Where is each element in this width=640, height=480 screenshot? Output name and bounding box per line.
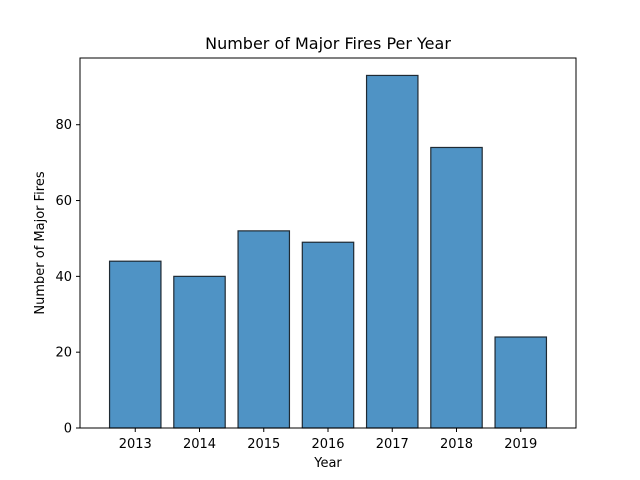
y-tick-label-60: 60 <box>55 194 72 209</box>
y-axis-label: Number of Major Fires <box>33 171 48 314</box>
x-tick-label-2014: 2014 <box>183 437 216 452</box>
y-tick-label-80: 80 <box>55 118 72 133</box>
bars-layer <box>108 74 548 429</box>
chart-title: Number of Major Fires Per Year <box>205 34 451 53</box>
bar-2016 <box>301 241 355 429</box>
x-tick-label-2013: 2013 <box>119 437 152 452</box>
y-tick-label-0: 0 <box>64 422 72 437</box>
y-tick-label-40: 40 <box>55 270 72 285</box>
y-axis: 0 20 40 60 80 <box>55 118 80 437</box>
bar-2018 <box>430 146 483 429</box>
x-axis-label: Year <box>313 456 342 471</box>
x-tick-label-2015: 2015 <box>247 437 280 452</box>
bar-2019 <box>494 336 548 429</box>
x-tick-label-2019: 2019 <box>504 437 537 452</box>
bar-2017 <box>365 74 419 429</box>
x-tick-label-2016: 2016 <box>311 437 344 452</box>
x-tick-label-2018: 2018 <box>440 437 473 452</box>
x-axis: 2013 2014 2015 2016 2017 2018 2019 <box>119 428 537 452</box>
bar-2014 <box>173 275 226 429</box>
y-tick-label-20: 20 <box>55 346 72 361</box>
x-tick-label-2017: 2017 <box>376 437 409 452</box>
bar-2013 <box>108 260 162 429</box>
bar-2015 <box>237 230 291 429</box>
